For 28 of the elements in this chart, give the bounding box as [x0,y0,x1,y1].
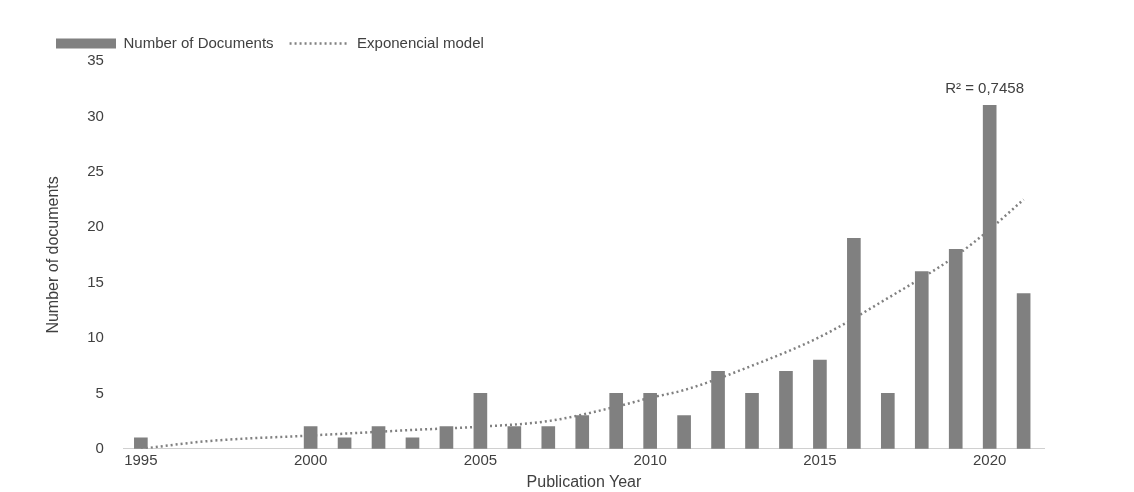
x-tick-label: 1995 [124,450,158,468]
bar [779,370,793,449]
x-tick-label: 2020 [972,450,1007,468]
bar [880,393,895,449]
y-tick-label: 35 [87,51,104,69]
bar [337,437,352,449]
y-axis-title: Number of documents [44,176,62,334]
y-tick-label: 0 [95,438,104,456]
y-tick-label: 5 [95,383,104,401]
legend-label: Number of Documents [123,33,274,51]
bar [1016,293,1031,449]
bar [405,437,420,449]
x-tick-label: 2005 [463,450,498,468]
bar [745,393,759,449]
annotation: R² = 0,7458 [945,79,1024,97]
legend-label: Exponencial model [357,33,484,51]
y-tick-label: 20 [87,217,104,235]
y-tick-label: 30 [87,106,104,124]
x-axis-title: Publication Year [526,472,642,490]
y-tick-label: 10 [87,328,104,346]
x-tick-label: 2010 [633,450,667,468]
y-tick-label: 25 [87,161,104,179]
x-tick-label: 2000 [293,450,328,468]
bar [813,359,827,449]
x-tick-label: 2015 [803,450,837,468]
bar [677,415,691,449]
y-tick-label: 15 [87,272,104,290]
bar [541,426,556,449]
